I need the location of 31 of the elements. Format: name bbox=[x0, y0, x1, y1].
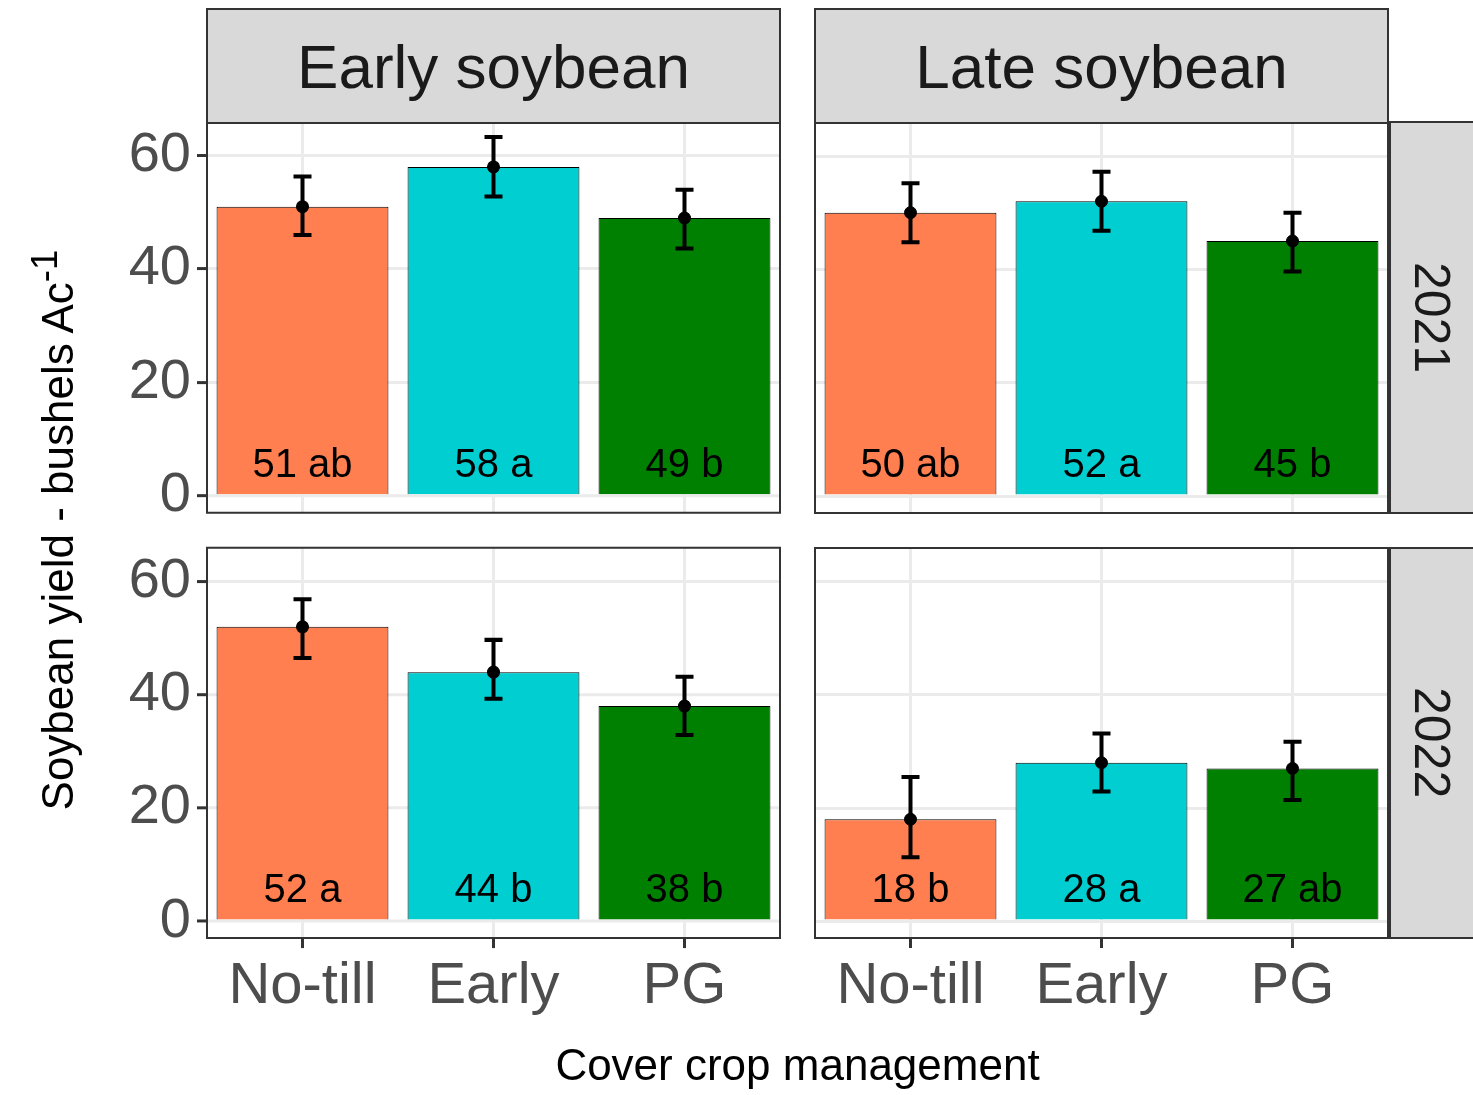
panel-header: 2021 bbox=[1389, 121, 1473, 514]
data-label: 44 b bbox=[454, 866, 533, 911]
x-tick-label: No-till bbox=[836, 949, 985, 1015]
x-tick-label: PG bbox=[1250, 949, 1335, 1015]
data-label: 58 a bbox=[454, 441, 534, 486]
y-tick-label: 40 bbox=[128, 233, 191, 297]
x-tick-label: Early bbox=[427, 950, 560, 1016]
x-tick-label: Early bbox=[1035, 949, 1168, 1015]
data-label: 18 b bbox=[871, 866, 950, 911]
data-label: 45 b bbox=[1253, 441, 1332, 486]
data-label: 27 ab bbox=[1242, 866, 1343, 911]
panel-header: Late soybean bbox=[814, 8, 1389, 124]
x-tick-label: PG bbox=[642, 950, 727, 1016]
y-tick-label: 40 bbox=[128, 659, 191, 723]
y-tick-label: 0 bbox=[159, 885, 191, 949]
data-label: 49 b bbox=[645, 441, 724, 486]
data-label: 52 a bbox=[1062, 441, 1142, 486]
y-tick-label: 20 bbox=[128, 772, 191, 836]
y-tick-label: 60 bbox=[128, 546, 191, 610]
y-tick-label: 0 bbox=[159, 460, 191, 524]
data-label: 38 b bbox=[645, 866, 724, 911]
data-label: 51 ab bbox=[252, 441, 353, 486]
x-tick-label: No-till bbox=[228, 950, 377, 1016]
panel-header: 2022 bbox=[1389, 547, 1473, 939]
data-label: 50 ab bbox=[860, 441, 961, 486]
data-label: 52 a bbox=[263, 866, 343, 911]
y-tick-label: 60 bbox=[128, 120, 191, 184]
data-label: 28 a bbox=[1062, 866, 1142, 911]
x-axis-title: Cover crop management bbox=[554, 1040, 1041, 1090]
panel-header: Early soybean bbox=[206, 8, 781, 124]
y-tick-label: 20 bbox=[128, 347, 191, 411]
